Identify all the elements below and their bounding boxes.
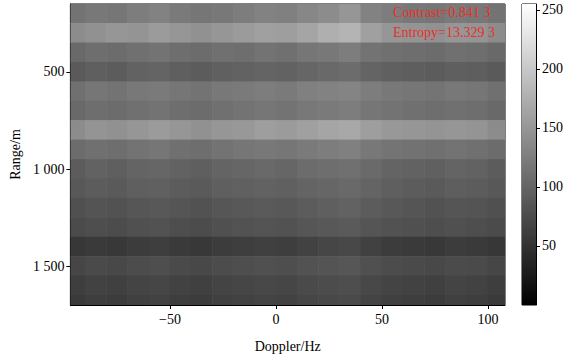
svg-text:Contrast=0.841 3: Contrast=0.841 3 xyxy=(393,5,490,20)
svg-text:Range/m: Range/m xyxy=(8,129,23,180)
svg-text:150: 150 xyxy=(542,120,563,135)
svg-text:−50: −50 xyxy=(159,312,181,327)
svg-text:100: 100 xyxy=(478,312,499,327)
svg-text:500: 500 xyxy=(43,64,64,79)
svg-text:100: 100 xyxy=(542,179,563,194)
svg-text:200: 200 xyxy=(542,61,563,76)
svg-text:250: 250 xyxy=(542,2,563,17)
svg-text:1 500: 1 500 xyxy=(33,259,65,274)
svg-text:Entropy=13.329 3: Entropy=13.329 3 xyxy=(393,25,495,40)
svg-text:1 000: 1 000 xyxy=(33,162,65,177)
svg-text:50: 50 xyxy=(542,238,556,253)
svg-text:Doppler/Hz: Doppler/Hz xyxy=(255,339,321,354)
svg-text:0: 0 xyxy=(273,312,280,327)
svg-text:50: 50 xyxy=(375,312,389,327)
